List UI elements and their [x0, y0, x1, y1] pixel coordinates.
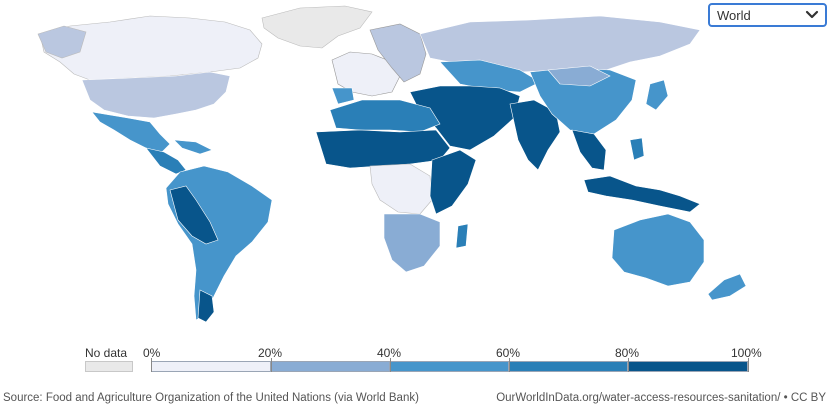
legend-tick-40 [390, 358, 391, 372]
legend-tick-100 [748, 358, 749, 372]
legend-tick-20 [271, 358, 272, 372]
region-central-asia[interactable] [439, 59, 541, 93]
legend-tick-0 [151, 358, 152, 372]
region-mexico[interactable] [91, 111, 171, 153]
region-south-cone[interactable] [197, 289, 215, 323]
region-india[interactable] [509, 99, 561, 171]
region-indonesia[interactable] [583, 175, 701, 213]
legend-no-data-label: No data [85, 346, 128, 360]
world-map [37, 5, 747, 323]
chevron-down-icon [805, 10, 819, 19]
source-text: Source: Food and Agriculture Organizatio… [3, 392, 419, 404]
region-philippines[interactable] [629, 137, 645, 161]
region-east-africa[interactable] [429, 149, 477, 215]
legend-bin-40-60 [390, 361, 509, 372]
region-usa[interactable] [81, 71, 231, 119]
region-southern-africa[interactable] [383, 213, 441, 273]
region-southeast-asia[interactable] [571, 129, 607, 171]
region-new-zealand[interactable] [707, 273, 747, 301]
legend-bin-0-20 [151, 361, 271, 372]
region-sahel[interactable] [315, 129, 451, 169]
legend-no-data-swatch [85, 361, 133, 372]
region-central-america[interactable] [145, 147, 187, 175]
region-mongolia[interactable] [547, 65, 611, 87]
legend-tick-80 [628, 358, 629, 372]
legend-label-100: 100% [731, 346, 762, 360]
legend-label-0: 0% [143, 346, 161, 360]
region-madagascar[interactable] [455, 223, 469, 249]
legend-tick-60 [509, 358, 510, 372]
source-url-link[interactable]: OurWorldInData.org/water-access-resource… [496, 392, 826, 404]
legend-label-80: 80% [615, 346, 640, 360]
region-iberia[interactable] [331, 87, 355, 105]
legend-bin-80-100 [628, 361, 748, 372]
region-alaska[interactable] [37, 25, 87, 59]
region-caribbean[interactable] [173, 139, 213, 155]
region-australia[interactable] [611, 213, 705, 287]
region-europe-east[interactable] [369, 23, 427, 83]
region-andes-west[interactable] [169, 185, 219, 245]
footer: Source: Food and Agriculture Organizatio… [0, 389, 834, 407]
legend-label-20: 20% [258, 346, 283, 360]
legend: No data 0% 20% 40% 60% 80% 100% [0, 344, 834, 376]
region-select-value: World [717, 7, 751, 23]
region-select[interactable]: World [708, 3, 827, 27]
legend-bin-20-40 [271, 361, 390, 372]
legend-label-60: 60% [496, 346, 521, 360]
legend-label-40: 40% [377, 346, 402, 360]
legend-bin-60-80 [509, 361, 628, 372]
region-japan[interactable] [645, 79, 669, 111]
region-greenland[interactable] [261, 5, 373, 49]
region-central-africa[interactable] [369, 163, 433, 215]
region-canada[interactable] [39, 15, 263, 81]
region-north-africa[interactable] [329, 99, 441, 133]
